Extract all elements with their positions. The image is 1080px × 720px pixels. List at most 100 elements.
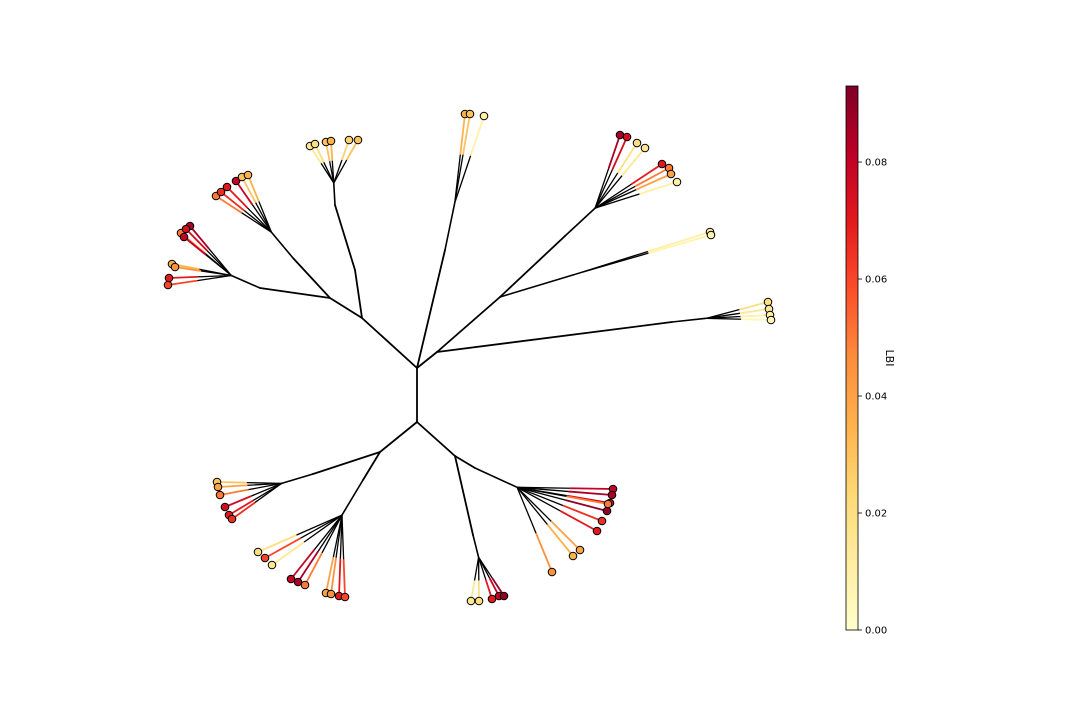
tree-branch xyxy=(566,495,609,505)
tree-tip-node xyxy=(568,551,578,561)
tree-tip-node xyxy=(592,526,602,536)
tree-branch xyxy=(243,209,273,233)
tree-branch xyxy=(329,297,363,319)
tree-branch xyxy=(454,154,472,204)
tree-branch xyxy=(477,556,487,581)
tree-branch xyxy=(594,168,614,209)
tree-tip-node xyxy=(293,577,303,587)
tree-tip-node xyxy=(706,230,716,240)
tree-branch xyxy=(639,181,678,195)
tree-branch xyxy=(196,274,232,278)
tree-tip-node xyxy=(164,273,174,283)
tree-tip-node xyxy=(666,169,676,179)
tree-branch xyxy=(333,158,348,184)
tree-tip-node xyxy=(657,159,667,169)
tree-branch xyxy=(671,317,707,323)
tree-branch xyxy=(416,249,446,369)
tree-branch xyxy=(617,142,638,174)
tree-tip-node xyxy=(163,280,173,290)
tree-branch xyxy=(226,186,248,209)
tree-branch xyxy=(312,451,381,475)
tree-branch xyxy=(594,193,641,209)
tree-tip-node xyxy=(243,170,253,180)
tree-branch xyxy=(568,487,614,490)
tree-branch xyxy=(205,249,232,277)
tree-branch xyxy=(647,231,711,253)
tree-branch xyxy=(317,514,343,553)
tree-branch xyxy=(167,279,198,286)
tree-tip-node xyxy=(213,482,223,492)
tree-branch xyxy=(473,556,480,582)
tree-branch xyxy=(235,180,253,206)
tree-branch xyxy=(621,147,646,176)
tree-branch xyxy=(228,499,254,516)
tree-tip-node xyxy=(326,589,336,599)
tree-tip-node xyxy=(640,143,650,153)
tree-branch xyxy=(739,301,769,311)
tree-branch xyxy=(241,176,257,203)
tree-branch xyxy=(560,510,598,532)
tree-branch xyxy=(516,486,565,507)
tree-branch xyxy=(499,235,566,298)
tree-branch xyxy=(565,499,608,512)
tree-branch xyxy=(231,502,256,520)
tree-tip-node xyxy=(602,506,612,516)
tree-branch xyxy=(280,473,314,485)
tree-branch xyxy=(594,171,619,209)
tree-branch xyxy=(335,514,343,560)
tree-branch xyxy=(297,550,319,583)
tree-branch xyxy=(516,486,570,493)
tree-tip-node xyxy=(222,182,232,192)
tree-branch xyxy=(379,421,418,453)
tree-tip-node xyxy=(547,567,557,577)
tree-branch xyxy=(362,451,381,481)
tree-tip-node xyxy=(575,545,585,555)
tree-branch xyxy=(219,488,249,496)
tree-branch xyxy=(251,203,273,233)
tree-branch xyxy=(361,317,418,369)
tree-branch xyxy=(298,514,343,540)
tree-branch xyxy=(246,482,283,487)
tree-branch xyxy=(516,486,537,535)
tree-branch xyxy=(546,524,574,557)
tree-tip-node xyxy=(672,177,682,187)
tree-tip-node xyxy=(466,596,476,606)
tree-tip-node xyxy=(615,130,625,140)
tree-branch xyxy=(189,225,210,250)
tree-branch xyxy=(499,273,575,298)
tree-branch xyxy=(648,234,712,254)
tree-branch xyxy=(302,514,343,544)
tree-branch xyxy=(313,514,343,551)
tree-branch xyxy=(594,167,610,209)
tree-tip-node xyxy=(487,594,497,604)
tree-tip-node xyxy=(763,297,773,307)
tree-tip-node xyxy=(353,135,363,145)
tree-branch xyxy=(454,455,474,536)
colorbar-ticks: 0.00 0.02 0.04 0.06 0.08 xyxy=(858,158,887,637)
tree-branch xyxy=(259,287,331,299)
tree-branch xyxy=(320,514,343,555)
tree-branch xyxy=(295,514,343,537)
tree-tip-node xyxy=(310,139,320,149)
tree-branch xyxy=(270,231,294,259)
tree-branch xyxy=(611,136,628,170)
tree-tip-node xyxy=(479,111,489,121)
tree-tip-node xyxy=(215,490,225,500)
tree-tip-node xyxy=(622,132,632,142)
tree-branch xyxy=(341,514,345,561)
tree-branch xyxy=(573,252,650,276)
tree-tip-node xyxy=(607,490,617,500)
tree-branch xyxy=(322,160,335,184)
tree-tip-node xyxy=(499,591,509,601)
tree-tip-node xyxy=(340,592,350,602)
tree-branch xyxy=(462,113,471,155)
tree-branch xyxy=(217,484,248,488)
tree-branch xyxy=(341,479,364,516)
tree-tip-node xyxy=(597,516,607,526)
tree-branch xyxy=(304,552,323,586)
tree-tip-node xyxy=(253,547,263,557)
tree-branch xyxy=(333,158,343,184)
colorbar-tick-label: 0.02 xyxy=(865,509,887,520)
tree-tip-node xyxy=(267,560,277,570)
